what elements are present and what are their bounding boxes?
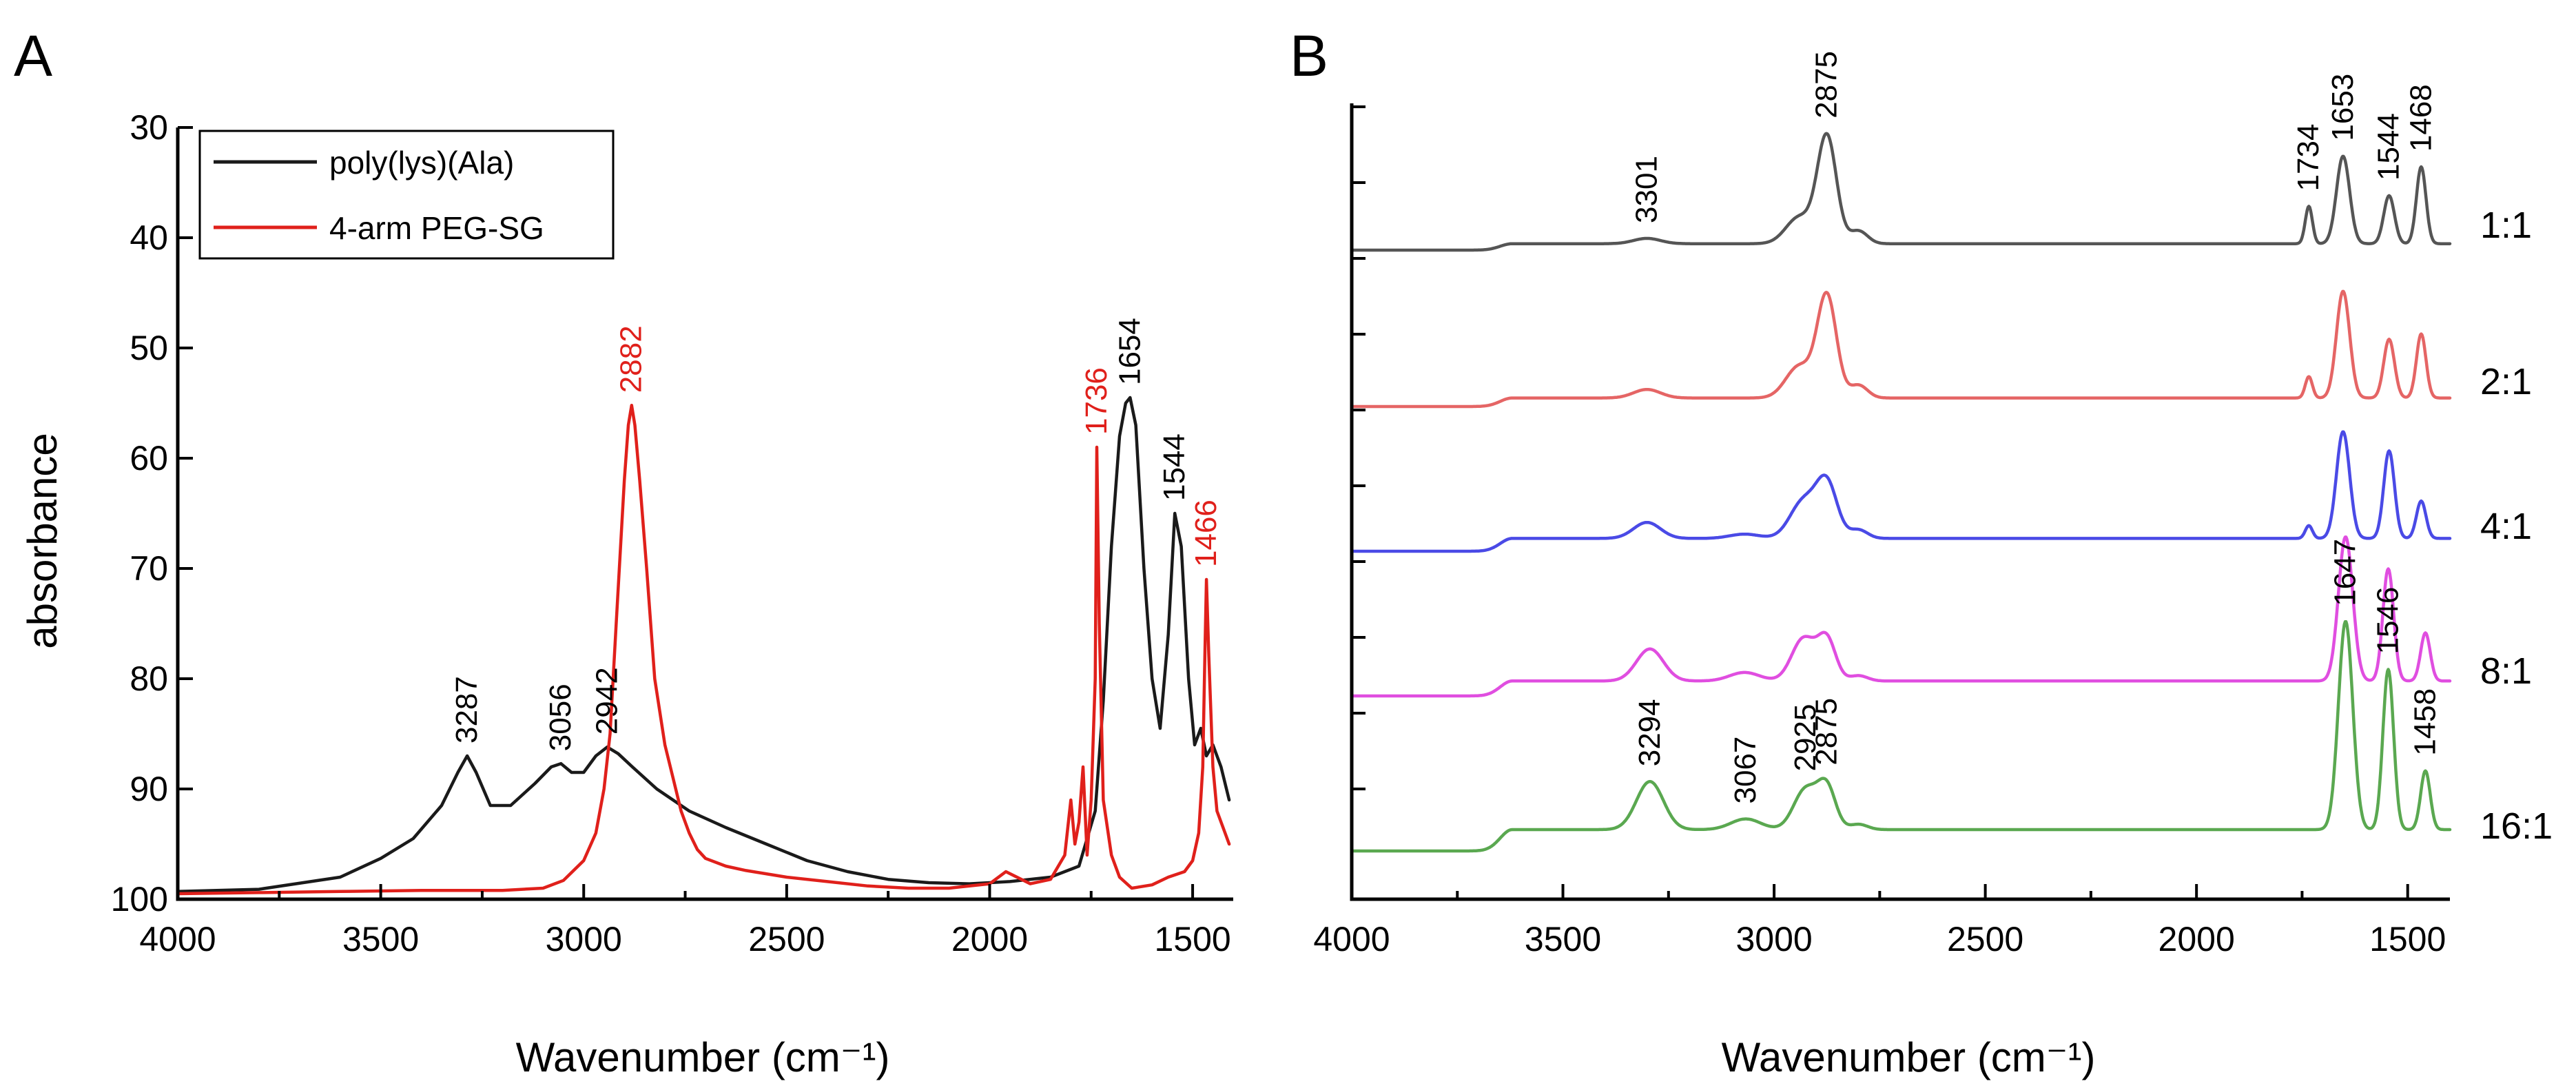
panel-b-peak-label-1468: 1468 (2404, 84, 2438, 152)
panel-b-plot-area (1350, 132, 2452, 853)
panel-b-series-2-1 (1350, 289, 2452, 409)
panel-b-peak-label-1734: 1734 (2291, 124, 2325, 192)
panel-a-y-tick-label: 60 (130, 439, 168, 478)
panel-a-y-tick-label: 70 (130, 549, 168, 588)
panel-b-axes: 4000 3500 3000 2500 2000 1500 (1313, 103, 2450, 958)
panel-a-legend: poly(lys)(Ala) 4-arm PEG-SG (198, 130, 615, 260)
panel-b-series-4-1 (1350, 430, 2452, 553)
legend-label-4-arm-peg-sg: 4-arm PEG-SG (329, 210, 544, 246)
panel-a-x-tick-label: 2500 (748, 920, 825, 958)
panel-a-x-tick-label: 3000 (546, 920, 622, 958)
panel-b-x-tick-label: 3000 (1735, 920, 1812, 958)
panel-a-peak-label-2942: 2942 (590, 667, 624, 735)
panel-b-ratio-labels: 1:1 2:1 4:1 8:1 16:1 (2480, 205, 2553, 847)
panel-b-series-1-1 (1350, 132, 2452, 252)
panel-b-peak-label-1546: 1546 (2371, 587, 2404, 655)
panel-a-x-tick-label: 1500 (1154, 920, 1230, 958)
panel-b-peak-label-3301: 3301 (1630, 156, 1664, 223)
panel-a-peak-label-1654: 1654 (1113, 318, 1146, 385)
panel-b-peak-label-1647: 1647 (2329, 539, 2362, 606)
panel-a-x-tick-label: 3500 (342, 920, 419, 958)
panel-b-ratio-label-16-1: 16:1 (2480, 805, 2553, 847)
panel-a-series-4-arm-peg-sg (176, 403, 1231, 896)
panel-a-y-axis-title: absorbance (19, 433, 65, 649)
panel-a-x-tick-label: 2000 (951, 920, 1028, 958)
panel-a-peak-label-1736: 1736 (1080, 367, 1113, 435)
panel-a-y-tick-label: 80 (130, 659, 168, 698)
panel-a-peak-label-1544: 1544 (1157, 433, 1191, 501)
panel-b-x-tick-label: 2500 (1947, 920, 2023, 958)
panel-a-peak-label-3056: 3056 (544, 684, 577, 751)
panel-b-peak-label-1653: 1653 (2326, 74, 2360, 141)
panel-b-peak-label-1458: 1458 (2408, 688, 2442, 756)
panel-a-y-tick-label: 30 (130, 108, 168, 147)
panel-b: B 4000 3500 3000 2500 2000 1500 3301287517341… (1290, 23, 2553, 1080)
panel-a-y-tick-label: 40 (130, 218, 168, 257)
panel-b-x-tick-label: 2000 (2158, 920, 2235, 958)
panel-a-y-tick-label: 100 (111, 880, 168, 918)
legend-label-poly-lys-ala: poly(lys)(Ala) (329, 145, 514, 181)
panel-b-x-tick-label: 1500 (2369, 920, 2446, 958)
panel-b-x-tick-label: 3500 (1525, 920, 1601, 958)
panel-b-series-8-1 (1350, 535, 2452, 698)
panel-a-y-tick-label: 90 (130, 770, 168, 808)
panel-b-ratio-label-1-1: 1:1 (2480, 205, 2532, 246)
panel-b-ratio-label-2-1: 2:1 (2480, 361, 2532, 402)
panel-a-x-axis-title: Wavenumber (cm⁻¹) (516, 1034, 890, 1080)
panel-a-peak-label-2882: 2882 (615, 325, 648, 393)
panel-a-letter: A (14, 23, 52, 88)
panel-b-peak-label-3067: 3067 (1729, 737, 1762, 804)
panel-a-y-tick-label: 50 (130, 329, 168, 367)
panel-a-x-tick-label: 4000 (139, 920, 216, 958)
panel-a-series-poly-lys-ala (176, 396, 1231, 894)
panel-b-x-axis-title: Wavenumber (cm⁻¹) (1722, 1034, 2096, 1080)
panel-b-peak-label-2925: 2925 (1789, 704, 1822, 772)
panel-b-peak-label-3294: 3294 (1633, 699, 1667, 766)
panel-b-ratio-label-4-1: 4:1 (2480, 506, 2532, 547)
panel-a-peak-label-3287: 3287 (450, 676, 484, 743)
legend-box (198, 130, 615, 260)
panel-b-letter: B (1290, 23, 1328, 88)
panel-b-x-tick-label: 4000 (1313, 920, 1390, 958)
panel-b-ratio-label-8-1: 8:1 (2480, 650, 2532, 692)
panel-b-axis-lines (1350, 103, 2450, 901)
panel-a-peak-label-1466: 1466 (1189, 500, 1223, 567)
panel-b-series-16-1 (1350, 620, 2452, 853)
panel-a-plot-area (176, 396, 1231, 896)
panel-b-peak-label-2875: 2875 (1810, 51, 1844, 119)
panel-b-peak-label-2875: 2875 (1810, 698, 1844, 766)
panel-b-peak-label-1544: 1544 (2372, 113, 2406, 181)
